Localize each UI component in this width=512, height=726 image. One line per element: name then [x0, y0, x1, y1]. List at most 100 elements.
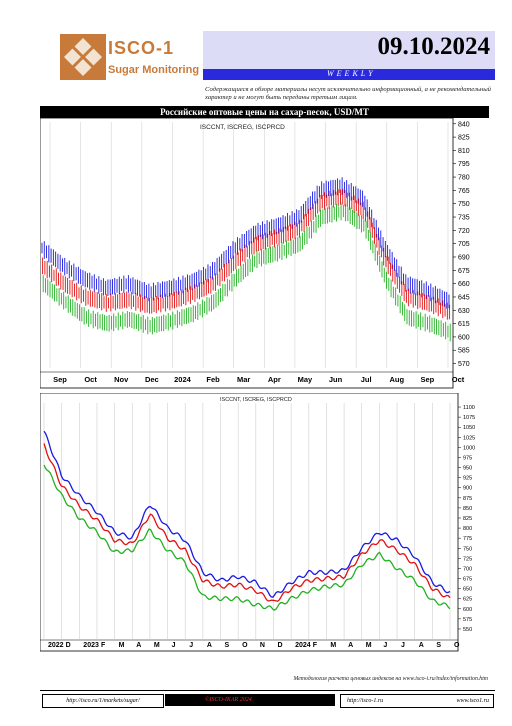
x-tick-label: Mar [237, 375, 250, 384]
y-tick-label: 725 [463, 556, 472, 562]
date-panel [203, 31, 495, 69]
y-tick-label: 1050 [463, 425, 475, 431]
x-tick-label: A [207, 642, 212, 649]
x-tick-label: A [419, 642, 424, 649]
x-tick-label: A [136, 642, 141, 649]
frequency-label: WEEKLY [327, 69, 376, 78]
y-tick-label: 705 [458, 241, 470, 248]
footer-link-sugar[interactable]: http://isco.ru/1/markets/sugar/ [42, 694, 164, 708]
x-tick-label: Sep [53, 375, 67, 384]
x-tick-label: Sep [421, 375, 435, 384]
x-tick-label: O [242, 642, 248, 649]
chart-top-legend: ISCCNT, ISCREG, ISCPRCD [200, 124, 285, 131]
y-tick-label: 750 [458, 201, 470, 208]
chart-bottom-legend: ISCCNT, ISCREG, ISCPRCD [220, 397, 292, 403]
y-tick-label: 1000 [463, 445, 475, 451]
chart-top-frame [40, 118, 454, 389]
x-tick-label: Oct [452, 375, 465, 384]
series-line-isccnt [43, 430, 451, 598]
y-tick-label: 850 [463, 506, 472, 512]
x-tick-label: Dec [145, 375, 159, 384]
methodology-note[interactable]: Методология расчета ценовых индексов на … [293, 676, 488, 682]
x-tick-label: M [154, 642, 160, 649]
y-tick-label: 570 [458, 361, 470, 368]
y-tick-label: 825 [463, 516, 472, 522]
x-tick-label: Nov [114, 375, 129, 384]
x-tick-label: N [260, 642, 265, 649]
y-tick-label: 625 [463, 597, 472, 603]
y-tick-label: 600 [458, 334, 470, 341]
x-tick-label: M [366, 642, 372, 649]
y-tick-label: 630 [458, 308, 470, 315]
x-tick-label: Jul [361, 375, 372, 384]
y-tick-label: 900 [463, 486, 472, 492]
y-tick-label: 810 [458, 148, 470, 155]
y-tick-label: 585 [458, 348, 470, 355]
y-tick-label: 775 [463, 536, 472, 542]
x-tick-label: 2024 [174, 375, 192, 384]
y-tick-label: 795 [458, 161, 470, 168]
y-tick-label: 1075 [463, 415, 475, 421]
x-tick-label: M [330, 642, 336, 649]
disclaimer: Содержащиеся в обзоре материалы несут ис… [205, 86, 491, 101]
footer-divider [40, 690, 495, 707]
x-tick-label: J [383, 642, 387, 649]
logo-diamond-icon [60, 34, 106, 80]
x-tick-label: F [101, 642, 106, 649]
y-tick-label: 780 [458, 175, 470, 182]
logo-name: ISCO-1 [108, 38, 175, 58]
logo-subtitle: Sugar Monitoring [108, 64, 200, 76]
y-tick-label: 675 [463, 577, 472, 583]
y-tick-label: 950 [463, 466, 472, 472]
y-tick-label: 750 [463, 546, 472, 552]
x-tick-label: Apr [268, 375, 281, 384]
x-tick-label: 2023 [83, 642, 99, 649]
footer-link-site2[interactable]: www.isco1.ru [456, 698, 489, 704]
footer-copyright: ©ISCO-IKAR 2024 [205, 697, 252, 703]
y-tick-label: 735 [458, 215, 470, 222]
x-tick-label: D [277, 642, 282, 649]
footer-copyright-box: ©ISCO-IKAR 2024 [165, 694, 335, 706]
y-tick-label: 700 [463, 566, 472, 572]
x-tick-label: 2024 [295, 642, 311, 649]
y-tick-label: 645 [458, 294, 470, 301]
footer-link-site[interactable]: http://isco-1.ru [347, 698, 384, 704]
y-tick-label: 690 [458, 254, 470, 261]
y-tick-label: 1100 [463, 405, 475, 411]
y-tick-label: 575 [463, 617, 472, 623]
x-tick-label: May [298, 375, 313, 384]
y-tick-label: 675 [458, 268, 470, 275]
x-tick-label: F [313, 642, 318, 649]
chart-bottom-frame [40, 393, 459, 652]
x-tick-label: J [401, 642, 405, 649]
y-tick-label: 925 [463, 476, 472, 482]
y-tick-label: 825 [458, 135, 470, 142]
frequency-bar: WEEKLY [203, 69, 495, 80]
footer-links: http://isco-1.ru www.isco1.ru [340, 694, 494, 708]
y-tick-label: 720 [458, 228, 470, 235]
x-tick-label: D [66, 642, 71, 649]
x-tick-label: M [119, 642, 125, 649]
x-tick-label: A [348, 642, 353, 649]
y-tick-label: 765 [458, 188, 470, 195]
chart-title: Российские оптовые цены на сахар-песок, … [40, 106, 489, 118]
x-tick-label: Oct [84, 375, 97, 384]
x-tick-label: J [189, 642, 193, 649]
series-line-iscreg [43, 443, 451, 602]
x-tick-label: O [454, 642, 460, 649]
y-tick-label: 875 [463, 496, 472, 502]
x-tick-label: 2022 [48, 642, 64, 649]
logo [58, 32, 198, 80]
y-tick-label: 1025 [463, 435, 475, 441]
y-tick-label: 800 [463, 526, 472, 532]
x-tick-label: S [436, 642, 441, 649]
y-tick-label: 600 [463, 607, 472, 613]
x-tick-label: Feb [206, 375, 220, 384]
y-tick-label: 550 [463, 627, 472, 633]
y-tick-label: 660 [458, 281, 470, 288]
report-date: 09.10.2024 [377, 33, 491, 60]
x-tick-label: Jun [329, 375, 343, 384]
x-tick-label: J [172, 642, 176, 649]
chart-bottom: 1100 1075 1050 1025 1000 975 950 925 900 875 850 82… [40, 393, 475, 652]
y-tick-label: 650 [463, 587, 472, 593]
